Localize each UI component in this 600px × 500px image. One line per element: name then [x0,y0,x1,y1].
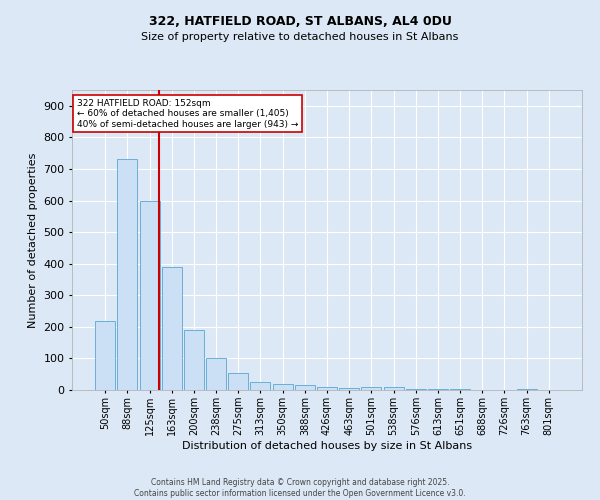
Bar [295,386,315,390]
Bar [406,389,426,390]
X-axis label: Distribution of detached houses by size in St Albans: Distribution of detached houses by size … [182,440,472,450]
Bar [428,389,448,390]
Text: Contains HM Land Registry data © Crown copyright and database right 2025.
Contai: Contains HM Land Registry data © Crown c… [134,478,466,498]
Text: Size of property relative to detached houses in St Albans: Size of property relative to detached ho… [142,32,458,42]
Y-axis label: Number of detached properties: Number of detached properties [28,152,38,328]
Bar [184,330,204,390]
Bar [517,388,536,390]
Bar [228,372,248,390]
Bar [162,267,182,390]
Bar [361,388,382,390]
Bar [118,160,137,390]
Bar [339,388,359,390]
Bar [206,358,226,390]
Bar [383,388,404,390]
Bar [317,387,337,390]
Text: 322, HATFIELD ROAD, ST ALBANS, AL4 0DU: 322, HATFIELD ROAD, ST ALBANS, AL4 0DU [149,15,451,28]
Bar [95,320,115,390]
Text: 322 HATFIELD ROAD: 152sqm
← 60% of detached houses are smaller (1,405)
40% of se: 322 HATFIELD ROAD: 152sqm ← 60% of detac… [77,99,298,129]
Bar [250,382,271,390]
Bar [140,200,160,390]
Bar [272,384,293,390]
